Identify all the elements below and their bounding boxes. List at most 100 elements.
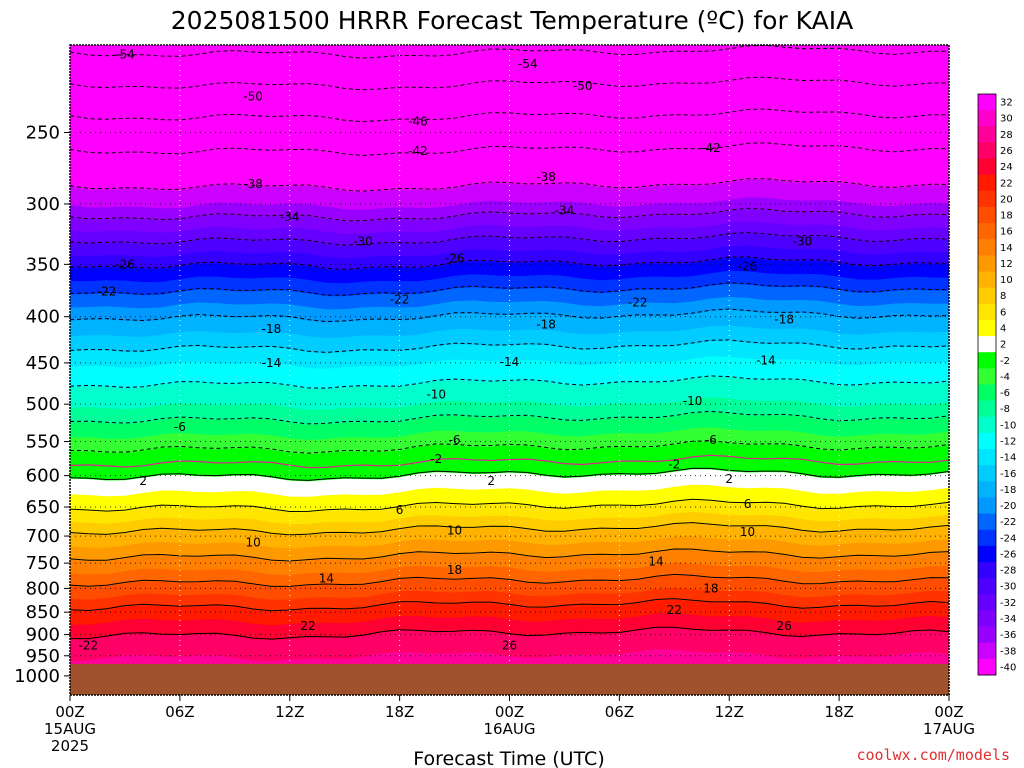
ground-below-surface: [70, 663, 949, 695]
x-axis-title: Forecast Time (UTC): [413, 748, 604, 768]
x-tick-label: 17AUG: [923, 720, 975, 738]
grid-lines: [70, 45, 949, 695]
colorbar-label: 28: [1000, 130, 1013, 141]
colorbar-swatch: [978, 190, 996, 208]
x-tick-label: 12Z: [275, 703, 304, 721]
isotherm-line: [70, 282, 949, 296]
contour-label: 2: [487, 474, 495, 488]
y-tick-label: 750: [26, 553, 60, 574]
colorbar-swatch: [978, 578, 996, 595]
contour-label: 14: [319, 571, 334, 585]
contour-label: 26: [777, 619, 792, 633]
colorbar-swatch: [978, 110, 996, 127]
y-tick-label: 700: [26, 526, 60, 547]
colorbar-swatch: [978, 449, 996, 466]
colorbar-label: -8: [1000, 404, 1010, 415]
colorbar-label: -36: [1000, 630, 1016, 641]
colorbar-label: 14: [1000, 243, 1013, 254]
contour-label: -42: [701, 141, 721, 155]
y-tick-label: 600: [26, 466, 60, 487]
colorbar-frame: [977, 93, 997, 676]
credit-text: coolwx.com/models: [856, 746, 1010, 764]
contour-label: -18: [262, 322, 282, 336]
y-axis: 2503003504004505005506006507007508008509…: [14, 122, 70, 687]
colorbar-label: 16: [1000, 227, 1013, 238]
colorbar-label: -30: [1000, 582, 1016, 593]
isotherm-line: [70, 339, 949, 353]
colorbar: 32 30 28 26 24 22 20 18 16 14 12 10 8 6 4 2 -2 -4 -6 -8 -10 -…: [977, 93, 1016, 676]
colorbar-swatch: [978, 416, 996, 434]
colorbar-label: -14: [1000, 453, 1016, 464]
contour-label: -6: [449, 433, 461, 447]
x-tick-label: 06Z: [605, 703, 634, 721]
contour-label: -10: [683, 394, 703, 408]
contour-label: 14: [648, 555, 663, 569]
contour-label: -14: [262, 356, 282, 370]
contour-label: 6: [396, 503, 404, 517]
y-tick-label: 350: [26, 254, 60, 275]
colorbar-swatch: [978, 513, 996, 531]
x-tick-label: 00Z: [934, 703, 963, 721]
isotherm-line: [70, 548, 949, 562]
colorbar-label: -32: [1000, 598, 1016, 609]
x-tick-label: 12Z: [715, 703, 744, 721]
contour-labels: -54 -54 -50 -50 -46 -42 -42 -38 -38 -34 -34 -30 -30 -…: [79, 48, 813, 653]
x-tick-label: 06Z: [165, 703, 194, 721]
x-tick-label: 15AUG: [44, 720, 96, 738]
colorbar-label: 12: [1000, 259, 1013, 270]
colorbar-label: 32: [1000, 98, 1013, 109]
contour-label: -26: [738, 260, 758, 274]
colorbar-swatch: [978, 529, 996, 547]
colorbar-swatch: [978, 481, 996, 498]
colorbar-label: 26: [1000, 146, 1013, 157]
y-tick-label: 650: [26, 497, 60, 518]
x-tick-label: 18Z: [385, 703, 414, 721]
y-tick-label: 550: [26, 432, 60, 453]
colorbar-label: 10: [1000, 275, 1013, 286]
contour-label: -22: [390, 293, 410, 307]
colorbar-label: -34: [1000, 614, 1016, 625]
isotherm-line: [70, 467, 949, 481]
colorbar-label: 4: [1000, 324, 1006, 335]
y-tick-label: 900: [26, 625, 60, 646]
colorbar-label: -10: [1000, 420, 1016, 431]
contour-label: -6: [705, 433, 717, 447]
colorbar-label: -22: [1000, 517, 1016, 528]
freezing-line: [70, 454, 949, 469]
colorbar-label: -28: [1000, 566, 1016, 577]
isotherm-line: [70, 626, 949, 640]
y-tick-label: 450: [26, 353, 60, 374]
y-tick-label: 300: [26, 194, 60, 215]
contour-label: 22: [667, 603, 682, 617]
contour-label: 26: [502, 638, 517, 652]
colorbar-label: -20: [1000, 501, 1016, 512]
isotherm-line: [70, 45, 949, 59]
colorbar-swatch: [978, 352, 996, 369]
y-tick-label: 850: [26, 602, 60, 623]
contour-label: -50: [573, 79, 593, 93]
contour-label: -50: [243, 89, 263, 103]
isotherm-line: [70, 440, 949, 454]
contour-label: -38: [243, 177, 263, 191]
colorbar-label: 6: [1000, 307, 1006, 318]
colorbar-swatch: [978, 94, 996, 111]
colorbar-swatch: [978, 287, 996, 305]
isotherm-line: [70, 142, 949, 157]
contour-label: 10: [740, 525, 755, 539]
isotherm-line: [70, 598, 949, 612]
colorbar-swatch: [978, 432, 996, 450]
temperature-bands: [70, 45, 949, 695]
contour-label: 6: [744, 497, 752, 511]
colorbar-label: -40: [1000, 662, 1016, 673]
colorbar-swatch: [978, 545, 996, 563]
colorbar-swatch: [978, 497, 996, 515]
colorbar-label: 22: [1000, 178, 1013, 189]
isotherm-line: [70, 573, 949, 587]
contour-label: -54: [115, 48, 135, 62]
isotherm-line: [70, 308, 949, 323]
contour-label: 22: [300, 619, 315, 633]
contour-label: -18: [774, 313, 794, 327]
x-tick-label: 00Z: [495, 703, 524, 721]
colorbar-label: -24: [1000, 533, 1016, 544]
